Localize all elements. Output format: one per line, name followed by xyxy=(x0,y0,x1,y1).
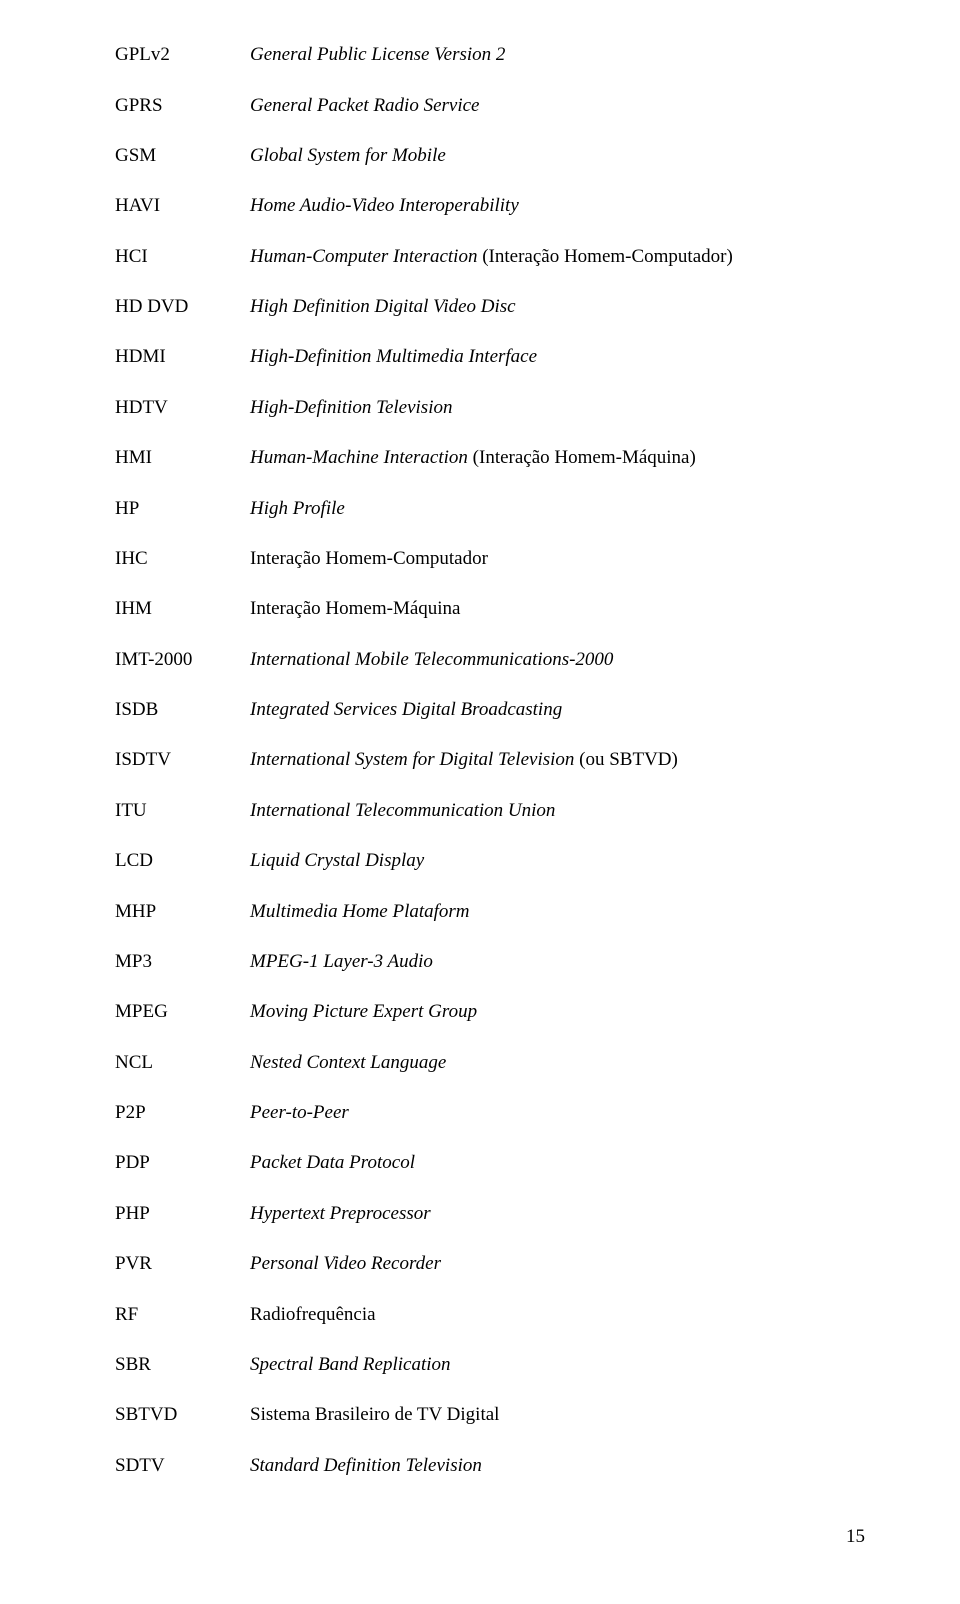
glossary-row: ITUInternational Telecommunication Union xyxy=(115,786,865,836)
glossary-row: SDTVStandard Definition Television xyxy=(115,1441,865,1491)
glossary-definition: Interação Homem-Máquina xyxy=(250,584,865,634)
glossary-abbr: GPRS xyxy=(115,80,250,130)
glossary-abbr: SBR xyxy=(115,1340,250,1390)
glossary-definition: Peer-to-Peer xyxy=(250,1088,865,1138)
glossary-abbr: LCD xyxy=(115,836,250,886)
glossary-definition: Home Audio-Video Interoperability xyxy=(250,181,865,231)
glossary-abbr: GPLv2 xyxy=(115,30,250,80)
glossary-definition: International Mobile Telecommunications-… xyxy=(250,635,865,685)
glossary-abbr: GSM xyxy=(115,131,250,181)
page-number: 15 xyxy=(115,1491,865,1548)
glossary-abbr: HAVI xyxy=(115,181,250,231)
glossary-row: ISDBIntegrated Services Digital Broadcas… xyxy=(115,685,865,735)
glossary-abbr: MPEG xyxy=(115,987,250,1037)
glossary-abbr: P2P xyxy=(115,1088,250,1138)
glossary-abbr: MHP xyxy=(115,886,250,936)
glossary-abbr: ISDB xyxy=(115,685,250,735)
glossary-definition: Spectral Band Replication xyxy=(250,1340,865,1390)
glossary-definition: Packet Data Protocol xyxy=(250,1138,865,1188)
glossary-abbr: IHC xyxy=(115,534,250,584)
glossary-row: HDTVHigh-Definition Television xyxy=(115,383,865,433)
glossary-definition: Moving Picture Expert Group xyxy=(250,987,865,1037)
glossary-definition: High Profile xyxy=(250,483,865,533)
glossary-abbr: PVR xyxy=(115,1239,250,1289)
glossary-row: GPRSGeneral Packet Radio Service xyxy=(115,80,865,130)
glossary-definition: High-Definition Multimedia Interface xyxy=(250,332,865,382)
glossary-abbr: IHM xyxy=(115,584,250,634)
glossary-abbr: RF xyxy=(115,1289,250,1339)
glossary-row: P2PPeer-to-Peer xyxy=(115,1088,865,1138)
glossary-definition: Multimedia Home Plataform xyxy=(250,886,865,936)
glossary-abbr: HP xyxy=(115,483,250,533)
glossary-abbr: PHP xyxy=(115,1189,250,1239)
glossary-abbr: IMT-2000 xyxy=(115,635,250,685)
glossary-row: IHCInteração Homem-Computador xyxy=(115,534,865,584)
glossary-abbr: HDMI xyxy=(115,332,250,382)
glossary-definition: Sistema Brasileiro de TV Digital xyxy=(250,1390,865,1440)
glossary-row: HAVIHome Audio-Video Interoperability xyxy=(115,181,865,231)
glossary-row: GSMGlobal System for Mobile xyxy=(115,131,865,181)
glossary-row: RFRadiofrequência xyxy=(115,1289,865,1339)
glossary-row: PHPHypertext Preprocessor xyxy=(115,1189,865,1239)
glossary-definition: Nested Context Language xyxy=(250,1038,865,1088)
glossary-definition: Human-Computer Interaction (Interação Ho… xyxy=(250,232,865,282)
glossary-definition: Radiofrequência xyxy=(250,1289,865,1339)
glossary-abbr: SBTVD xyxy=(115,1390,250,1440)
glossary-row: SBTVDSistema Brasileiro de TV Digital xyxy=(115,1390,865,1440)
glossary-definition: International Telecommunication Union xyxy=(250,786,865,836)
glossary-row: IHMInteração Homem-Máquina xyxy=(115,584,865,634)
glossary-definition: High-Definition Television xyxy=(250,383,865,433)
glossary-table: GPLv2General Public License Version 2GPR… xyxy=(115,30,865,1491)
glossary-abbr: NCL xyxy=(115,1038,250,1088)
glossary-row: HCIHuman-Computer Interaction (Interação… xyxy=(115,232,865,282)
glossary-row: SBRSpectral Band Replication xyxy=(115,1340,865,1390)
glossary-row: IMT-2000International Mobile Telecommuni… xyxy=(115,635,865,685)
glossary-row: MP3MPEG-1 Layer-3 Audio xyxy=(115,937,865,987)
glossary-definition: General Packet Radio Service xyxy=(250,80,865,130)
glossary-row: NCLNested Context Language xyxy=(115,1038,865,1088)
glossary-row: LCDLiquid Crystal Display xyxy=(115,836,865,886)
glossary-abbr: SDTV xyxy=(115,1441,250,1491)
glossary-definition: Interação Homem-Computador xyxy=(250,534,865,584)
glossary-abbr: HCI xyxy=(115,232,250,282)
glossary-abbr: HD DVD xyxy=(115,282,250,332)
glossary-row: PDPPacket Data Protocol xyxy=(115,1138,865,1188)
glossary-definition: Human-Machine Interaction (Interação Hom… xyxy=(250,433,865,483)
glossary-row: ISDTVInternational System for Digital Te… xyxy=(115,735,865,785)
glossary-definition: Standard Definition Television xyxy=(250,1441,865,1491)
glossary-abbr: HDTV xyxy=(115,383,250,433)
glossary-abbr: HMI xyxy=(115,433,250,483)
glossary-definition: General Public License Version 2 xyxy=(250,30,865,80)
glossary-row: HDMIHigh-Definition Multimedia Interface xyxy=(115,332,865,382)
glossary-row: HD DVDHigh Definition Digital Video Disc xyxy=(115,282,865,332)
glossary-definition: Integrated Services Digital Broadcasting xyxy=(250,685,865,735)
glossary-definition: MPEG-1 Layer-3 Audio xyxy=(250,937,865,987)
glossary-abbr: ISDTV xyxy=(115,735,250,785)
glossary-row: HPHigh Profile xyxy=(115,483,865,533)
glossary-definition: Personal Video Recorder xyxy=(250,1239,865,1289)
glossary-definition: High Definition Digital Video Disc xyxy=(250,282,865,332)
glossary-definition: Liquid Crystal Display xyxy=(250,836,865,886)
glossary-abbr: MP3 xyxy=(115,937,250,987)
glossary-row: HMIHuman-Machine Interaction (Interação … xyxy=(115,433,865,483)
glossary-definition: International System for Digital Televis… xyxy=(250,735,865,785)
glossary-abbr: ITU xyxy=(115,786,250,836)
glossary-abbr: PDP xyxy=(115,1138,250,1188)
glossary-row: MHPMultimedia Home Plataform xyxy=(115,886,865,936)
glossary-definition: Global System for Mobile xyxy=(250,131,865,181)
glossary-row: GPLv2General Public License Version 2 xyxy=(115,30,865,80)
glossary-row: MPEGMoving Picture Expert Group xyxy=(115,987,865,1037)
glossary-definition: Hypertext Preprocessor xyxy=(250,1189,865,1239)
glossary-row: PVRPersonal Video Recorder xyxy=(115,1239,865,1289)
page: GPLv2General Public License Version 2GPR… xyxy=(0,0,960,1588)
